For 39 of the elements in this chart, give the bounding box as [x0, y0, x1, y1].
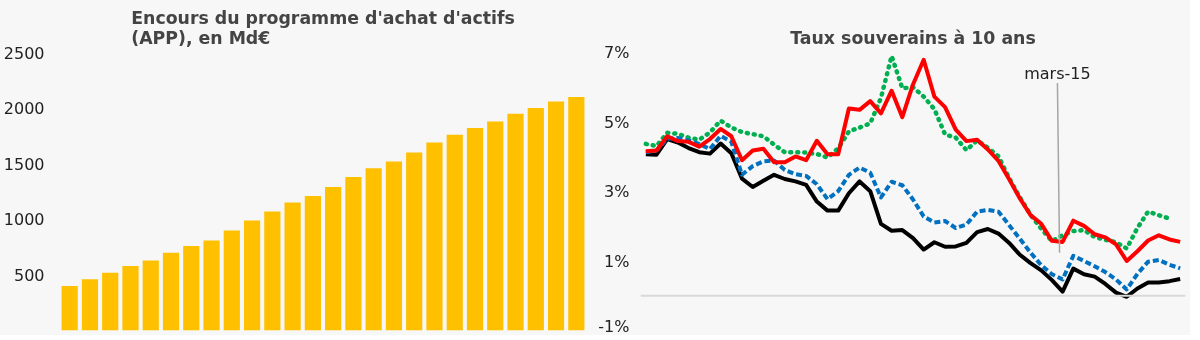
bar [142, 260, 159, 331]
bar [264, 211, 281, 331]
bar [345, 177, 362, 331]
bar [426, 142, 443, 331]
bar [284, 202, 301, 331]
annotation: mars-15 [1024, 63, 1091, 83]
bar [203, 240, 220, 331]
y-tick-label: 2500 [3, 43, 45, 63]
bar [183, 245, 200, 331]
bar [325, 187, 342, 331]
bar [122, 266, 139, 331]
y-tick-label: 3% [604, 182, 630, 201]
bar [568, 96, 585, 331]
chart-title: Taux souverains à 10 ans [790, 27, 1036, 48]
y-tick-label: 5% [604, 112, 630, 132]
bar [365, 168, 382, 331]
bar [446, 134, 463, 331]
bar [243, 220, 261, 331]
bar [223, 230, 240, 331]
bar [406, 152, 423, 331]
y-tick-label: -1% [598, 316, 630, 336]
bar [507, 113, 524, 331]
y-tick-label: 1% [604, 251, 630, 271]
y-tick-label: 7% [604, 43, 630, 62]
bar [102, 272, 119, 331]
bar [547, 101, 565, 331]
bar [527, 108, 544, 331]
bar [385, 161, 403, 331]
y-tick-label: 2000 [3, 99, 45, 119]
bar [81, 279, 99, 331]
y-tick-label: 1500 [3, 154, 45, 174]
bar [61, 286, 78, 331]
bar [487, 121, 504, 331]
bar [466, 128, 484, 331]
y-tick-label: 1000 [3, 210, 45, 230]
bar [162, 252, 180, 331]
chart-title: Encours du programme d'achat d'actifs (APP), en Md€ [131, 7, 515, 48]
bar [304, 195, 321, 331]
y-tick-label: 500 [13, 265, 45, 285]
